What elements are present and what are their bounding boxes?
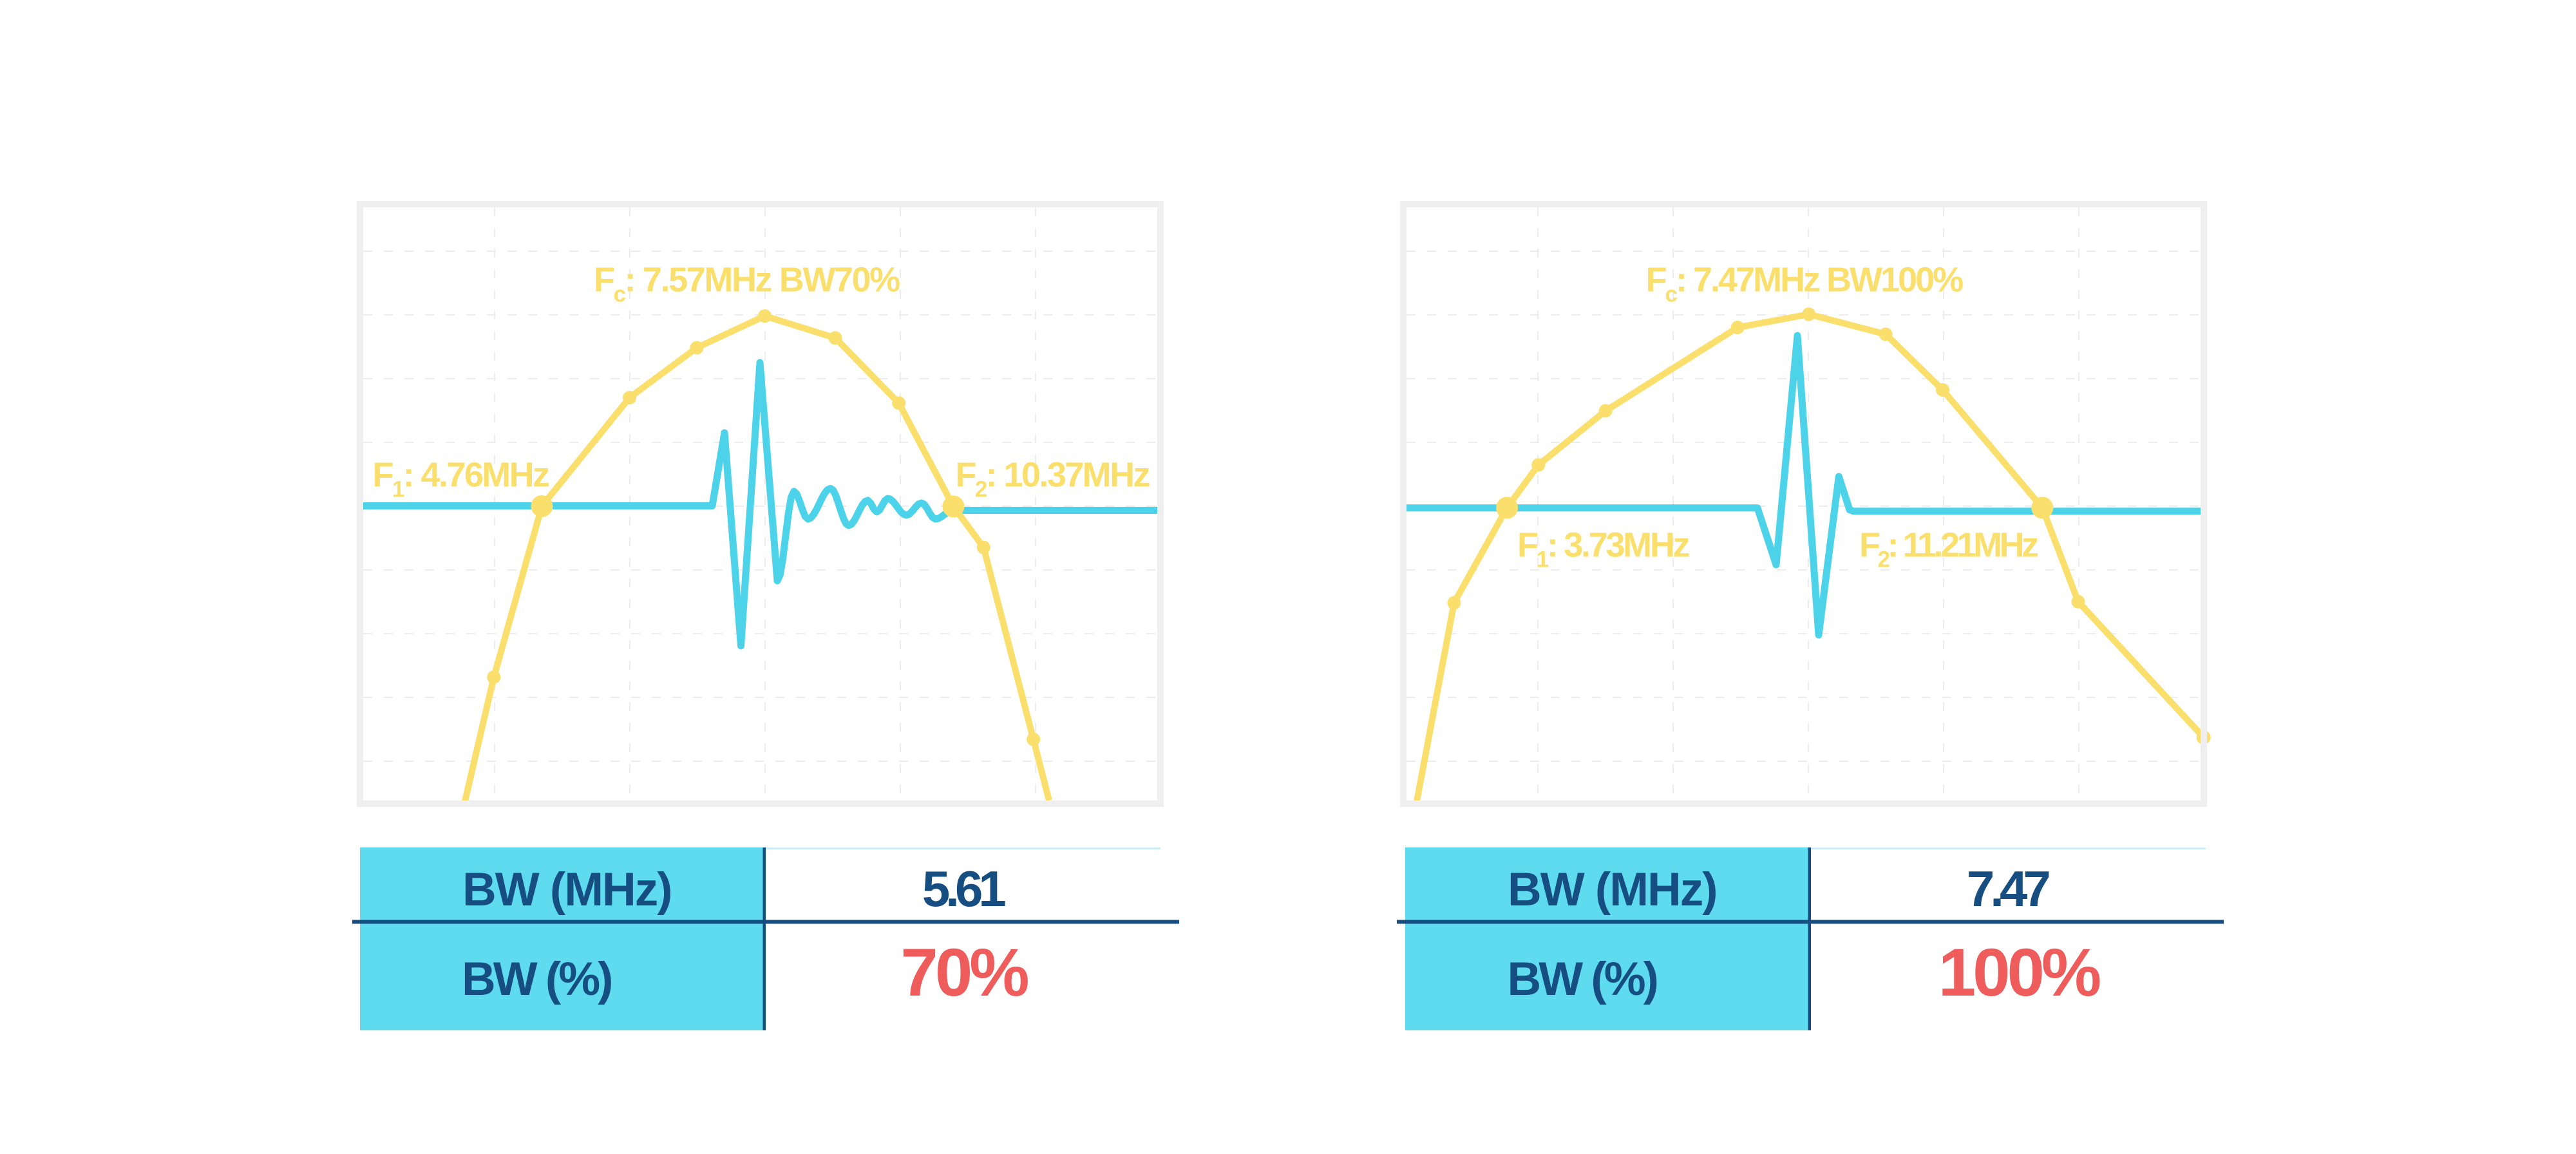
svg-text:70%: 70% [900, 935, 1028, 1010]
svg-text:BW (%): BW (%) [462, 953, 611, 1005]
svg-text:100%: 100% [1938, 935, 2100, 1010]
svg-text:BW (MHz): BW (MHz) [1508, 864, 1717, 916]
svg-text:7.47: 7.47 [1967, 860, 2049, 917]
svg-text:5.61: 5.61 [922, 860, 1005, 917]
svg-text:Fc: 7.57MHz BW70%: Fc: 7.57MHz BW70% [594, 261, 900, 307]
svg-text:F2: 10.37MHz: F2: 10.37MHz [956, 456, 1150, 502]
svg-text:BW (%): BW (%) [1508, 953, 1657, 1005]
svg-text:BW (MHz): BW (MHz) [462, 864, 672, 916]
